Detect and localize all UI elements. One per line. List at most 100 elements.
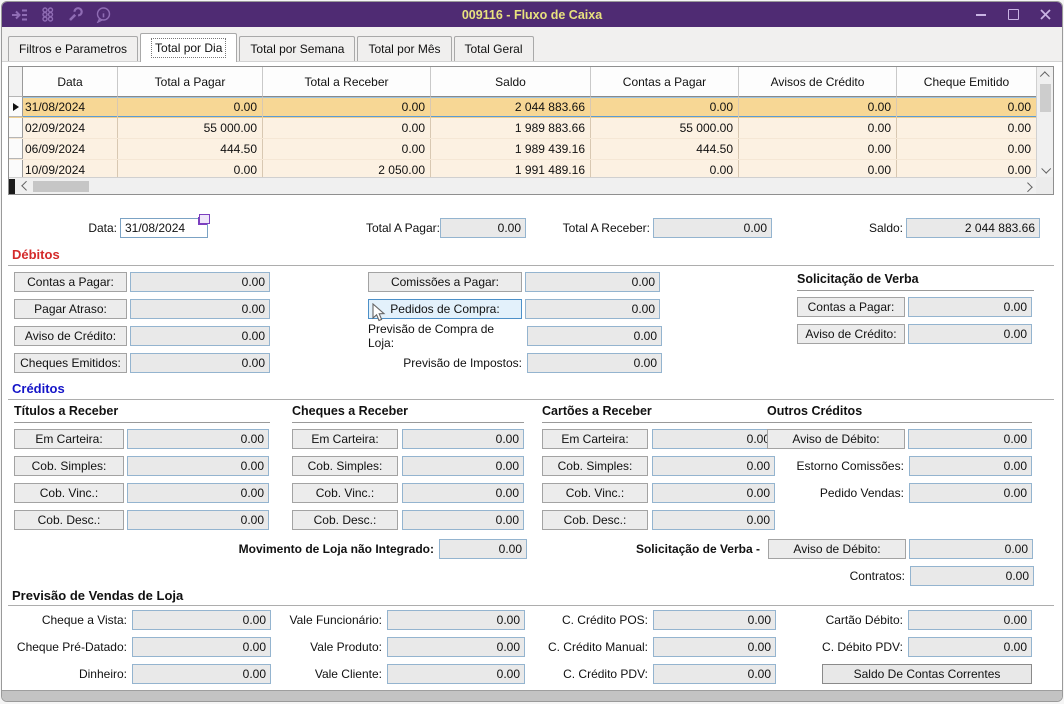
- cell-saldo[interactable]: 1 991 489.16: [431, 160, 591, 177]
- aviso-de-debito-button[interactable]: Aviso de Débito:: [767, 429, 905, 449]
- cell-total-receber[interactable]: 2 050.00: [263, 160, 431, 177]
- cell-contas-pagar[interactable]: 55 000.00: [591, 118, 739, 138]
- scroll-down-icon[interactable]: [1037, 161, 1053, 177]
- cell-total-pagar[interactable]: 55 000.00: [118, 118, 263, 138]
- data-value: 31/08/2024: [125, 221, 186, 235]
- col-header-contas-a-pagar[interactable]: Contas a Pagar: [591, 67, 739, 97]
- cell-avisos-credito[interactable]: 0.00: [739, 118, 897, 138]
- cell-contas-pagar[interactable]: 0.00: [591, 160, 739, 177]
- cell-total-receber[interactable]: 0.00: [263, 139, 431, 159]
- cartoes-cob-desc-button[interactable]: Cob. Desc.:: [542, 510, 648, 530]
- titulos-cob-simples-button[interactable]: Cob. Simples:: [14, 456, 124, 476]
- cell-contas-pagar[interactable]: 0.00: [591, 97, 739, 117]
- cell-data[interactable]: 02/09/2024: [23, 118, 118, 138]
- cell-cheque-emitido[interactable]: 0.00: [1007, 163, 1031, 177]
- cell-avisos-credito[interactable]: 0.00: [739, 97, 897, 117]
- cell-saldo[interactable]: 2 044 883.66: [431, 97, 591, 117]
- horizontal-scroll-thumb[interactable]: [33, 180, 89, 192]
- vertical-scrollbar[interactable]: [1036, 67, 1053, 177]
- verba2-aviso-de-debito-field: 0.00: [909, 539, 1033, 559]
- cell-avisos-credito[interactable]: 0.00: [739, 139, 897, 159]
- cell-saldo[interactable]: 1 989 883.66: [431, 118, 591, 138]
- grid-row[interactable]: 02/09/2024 55 000.00 0.00 1 989 883.66 5…: [9, 118, 1036, 139]
- info-bubble-icon[interactable]: [94, 6, 112, 23]
- grid-splitter-handle[interactable]: [9, 178, 15, 194]
- horizontal-scrollbar[interactable]: [9, 177, 1036, 194]
- col-header-avisos-de-credito[interactable]: Avisos de Crédito: [739, 67, 897, 97]
- tab-total-geral[interactable]: Total Geral: [453, 36, 534, 61]
- cell-avisos-credito[interactable]: 0.00: [739, 160, 897, 177]
- previsao-col2: Vale Funcionário: 0.00 Vale Produto: 0.0…: [270, 610, 525, 691]
- aviso-de-credito-button[interactable]: Aviso de Crédito:: [14, 326, 127, 346]
- titulos-cob-desc-button[interactable]: Cob. Desc.:: [14, 510, 124, 530]
- previsao-impostos-field: 0.00: [527, 353, 662, 373]
- cheques-em-carteira-button[interactable]: Em Carteira:: [292, 429, 398, 449]
- cheques-cob-desc-button[interactable]: Cob. Desc.:: [292, 510, 398, 530]
- titulos-cob-vinc-button[interactable]: Cob. Vinc.:: [14, 483, 124, 503]
- verba2-aviso-de-debito-button[interactable]: Aviso de Débito:: [768, 539, 906, 559]
- collapse-menu-icon[interactable]: [10, 7, 28, 23]
- grid-body: Data Total a Pagar Total a Receber Saldo…: [9, 67, 1036, 177]
- cartoes-cob-vinc-button[interactable]: Cob. Vinc.:: [542, 483, 648, 503]
- col-header-saldo[interactable]: Saldo: [431, 67, 591, 97]
- comissoes-a-pagar-button[interactable]: Comissões a Pagar:: [368, 272, 522, 292]
- cartoes-em-carteira-button[interactable]: Em Carteira:: [542, 429, 648, 449]
- verba-aviso-de-credito-button[interactable]: Aviso de Crédito:: [797, 324, 905, 344]
- total-a-pagar-field: 0.00: [440, 218, 526, 238]
- close-icon[interactable]: [1038, 8, 1052, 22]
- cell-total-pagar[interactable]: 444.50: [118, 139, 263, 159]
- cell-cheque-emitido[interactable]: 0.00: [1007, 121, 1031, 135]
- tab-filtros-e-parametros[interactable]: Filtros e Parametros: [8, 36, 139, 61]
- cell-total-pagar[interactable]: 0.00: [118, 160, 263, 177]
- tab-total-por-dia[interactable]: Total por Dia: [140, 33, 238, 62]
- col-header-cheque-emitido[interactable]: Cheque Emitido: [897, 67, 1036, 97]
- data-field[interactable]: 31/08/2024: [120, 214, 210, 238]
- maximize-icon[interactable]: [1006, 8, 1020, 22]
- scrollbar-corner: [1036, 177, 1053, 194]
- scroll-up-icon[interactable]: [1037, 67, 1053, 83]
- scroll-right-icon[interactable]: [1020, 178, 1036, 194]
- vale-cliente-label: Vale Cliente:: [314, 667, 382, 681]
- tab-total-por-semana[interactable]: Total por Semana: [239, 36, 356, 61]
- cell-contas-pagar[interactable]: 444.50: [591, 139, 739, 159]
- status-dots-icon[interactable]: [38, 7, 56, 23]
- titulos-em-carteira-button[interactable]: Em Carteira:: [14, 429, 124, 449]
- cell-data[interactable]: 31/08/2024: [23, 97, 118, 117]
- col-header-total-a-receber[interactable]: Total a Receber: [263, 67, 431, 97]
- vertical-scroll-thumb[interactable]: [1039, 84, 1051, 112]
- verba-contas-a-pagar-button[interactable]: Contas a Pagar:: [797, 297, 905, 317]
- cell-cheque-emitido[interactable]: 0.00: [1007, 100, 1031, 114]
- cell-cheque-emitido[interactable]: 0.00: [1007, 142, 1031, 156]
- saldo-de-contas-correntes-button[interactable]: Saldo De Contas Correntes: [822, 664, 1032, 684]
- cheques-cob-vinc-button[interactable]: Cob. Vinc.:: [292, 483, 398, 503]
- cheque-a-vista-field: 0.00: [132, 610, 271, 630]
- cartoes-a-receber-group: Cartões a Receber Em Carteira: 0.00 Cob.…: [542, 404, 775, 537]
- cartoes-em-carteira-field: 0.00: [652, 429, 775, 449]
- contas-a-pagar-button[interactable]: Contas a Pagar:: [14, 272, 127, 292]
- pagar-atraso-button[interactable]: Pagar Atraso:: [14, 299, 127, 319]
- titulos-cob-desc-field: 0.00: [127, 510, 269, 530]
- grid-row[interactable]: 10/09/2024 0.00 2 050.00 1 991 489.16 0.…: [9, 160, 1036, 177]
- scroll-left-icon[interactable]: [17, 178, 33, 194]
- tab-total-por-mes[interactable]: Total por Mês: [357, 36, 452, 61]
- grid-row-selected[interactable]: 31/08/2024 0.00 0.00 2 044 883.66 0.00 0…: [9, 97, 1036, 118]
- cashflow-grid: Data Total a Pagar Total a Receber Saldo…: [8, 66, 1054, 195]
- col-header-data[interactable]: Data: [23, 67, 118, 97]
- pedidos-de-compra-button[interactable]: Pedidos de Compra:: [368, 299, 522, 319]
- cell-total-pagar[interactable]: 0.00: [118, 97, 263, 117]
- verba2-row1: Solicitação de Verba - Aviso de Débito: …: [542, 539, 1033, 559]
- grid-row[interactable]: 06/09/2024 444.50 0.00 1 989 439.16 444.…: [9, 139, 1036, 160]
- cell-total-receber[interactable]: 0.00: [263, 118, 431, 138]
- cheques-cob-simples-button[interactable]: Cob. Simples:: [292, 456, 398, 476]
- calendar-icon[interactable]: [199, 214, 210, 224]
- cell-data[interactable]: 10/09/2024: [23, 160, 118, 177]
- cell-saldo[interactable]: 1 989 439.16: [431, 139, 591, 159]
- minimize-icon[interactable]: [974, 8, 988, 22]
- cell-data[interactable]: 06/09/2024: [23, 139, 118, 159]
- cheques-emitidos-button[interactable]: Cheques Emitidos:: [14, 353, 127, 373]
- verba-aviso-de-credito-field: 0.00: [908, 324, 1032, 344]
- wrench-icon[interactable]: [66, 7, 84, 23]
- cartoes-cob-simples-button[interactable]: Cob. Simples:: [542, 456, 648, 476]
- col-header-total-a-pagar[interactable]: Total a Pagar: [118, 67, 263, 97]
- cell-total-receber[interactable]: 0.00: [263, 97, 431, 117]
